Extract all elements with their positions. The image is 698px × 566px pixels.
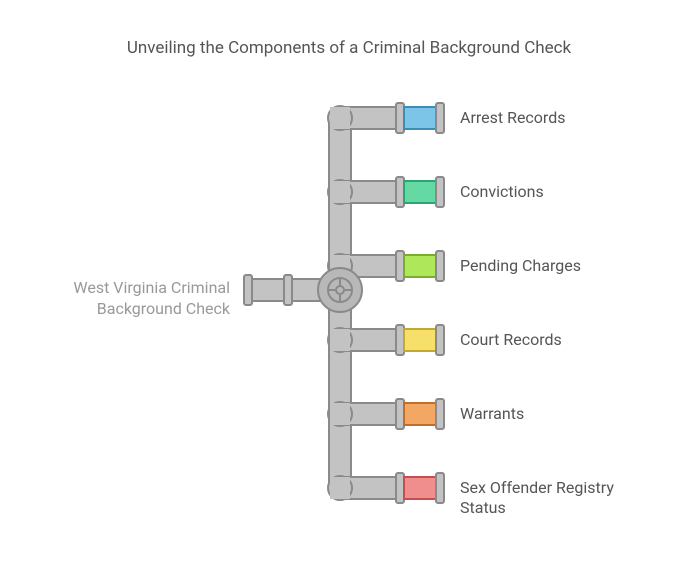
source-label: West Virginia Criminal Background Check	[40, 278, 230, 320]
page-title: Unveiling the Components of a Criminal B…	[0, 38, 698, 58]
output-label: Convictions	[460, 182, 544, 202]
output-label: Court Records	[460, 330, 562, 350]
pipe-diagram	[240, 90, 450, 520]
output-label: Arrest Records	[460, 108, 565, 128]
output-label: Sex Offender Registry Status	[460, 478, 650, 518]
output-label: Warrants	[460, 404, 524, 424]
output-label: Pending Charges	[460, 256, 581, 276]
